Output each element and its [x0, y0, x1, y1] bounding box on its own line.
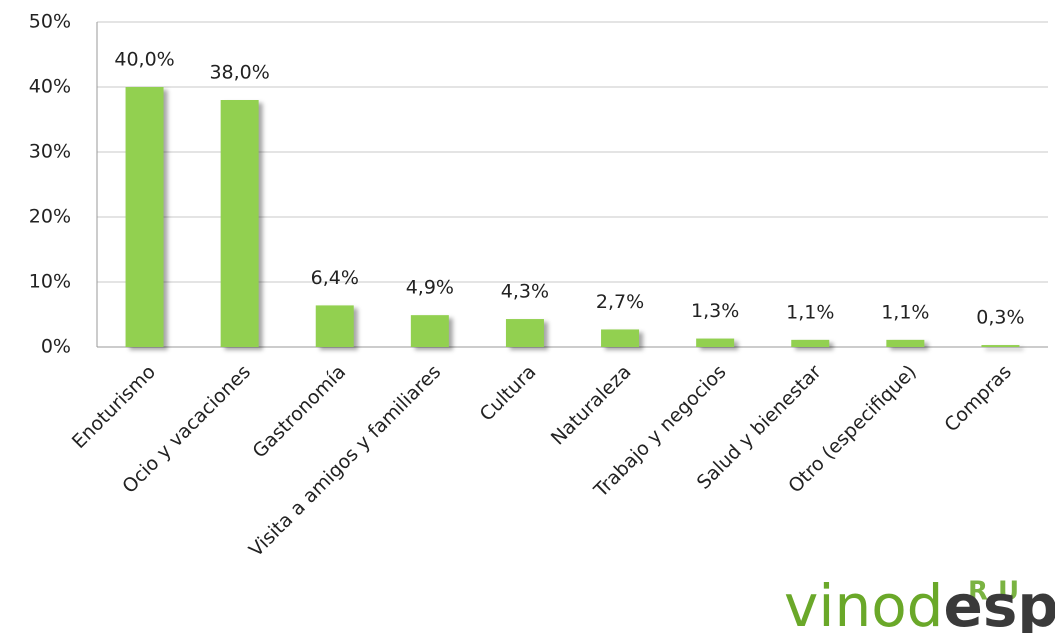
- bar: [981, 345, 1020, 347]
- y-tick-label: 20%: [29, 206, 71, 228]
- logo-badge: RU: [968, 577, 1029, 607]
- value-label: 0,3%: [976, 307, 1024, 329]
- value-label: 2,7%: [596, 291, 644, 313]
- x-tick-label: Cultura: [476, 361, 541, 426]
- value-label: 38,0%: [209, 62, 269, 84]
- y-tick-label: 10%: [29, 271, 71, 293]
- bar: [125, 87, 164, 347]
- value-label: 4,3%: [501, 281, 549, 303]
- bar: [886, 339, 925, 347]
- bar: [791, 339, 830, 347]
- y-tick-label: 0%: [41, 336, 71, 358]
- bar: [505, 319, 544, 347]
- y-tick-label: 30%: [29, 141, 71, 163]
- bar: [696, 338, 735, 347]
- bar: [601, 329, 640, 347]
- value-label: 40,0%: [114, 49, 174, 71]
- logo-name: vinodesp: [784, 572, 1055, 633]
- value-label: 6,4%: [311, 267, 359, 289]
- x-tick-label: Gastronomía: [248, 361, 350, 463]
- value-label: 1,3%: [691, 300, 739, 322]
- logo-name-dark: esp: [944, 572, 1055, 633]
- bar: [410, 315, 449, 347]
- bar: [220, 100, 259, 347]
- value-label: 4,9%: [406, 277, 454, 299]
- x-tick-label: Compras: [940, 361, 1016, 437]
- logo-name-green: vinod: [784, 572, 944, 633]
- x-tick-label: Visita a amigos y familiares: [245, 361, 445, 561]
- x-tick-label: Naturaleza: [547, 361, 636, 450]
- x-tick-label: Enoturismo: [68, 361, 160, 453]
- value-label: 1,1%: [881, 301, 929, 323]
- y-tick-label: 50%: [29, 11, 71, 33]
- value-label: 1,1%: [786, 301, 834, 323]
- y-tick-label: 40%: [29, 76, 71, 98]
- bar: [315, 305, 354, 347]
